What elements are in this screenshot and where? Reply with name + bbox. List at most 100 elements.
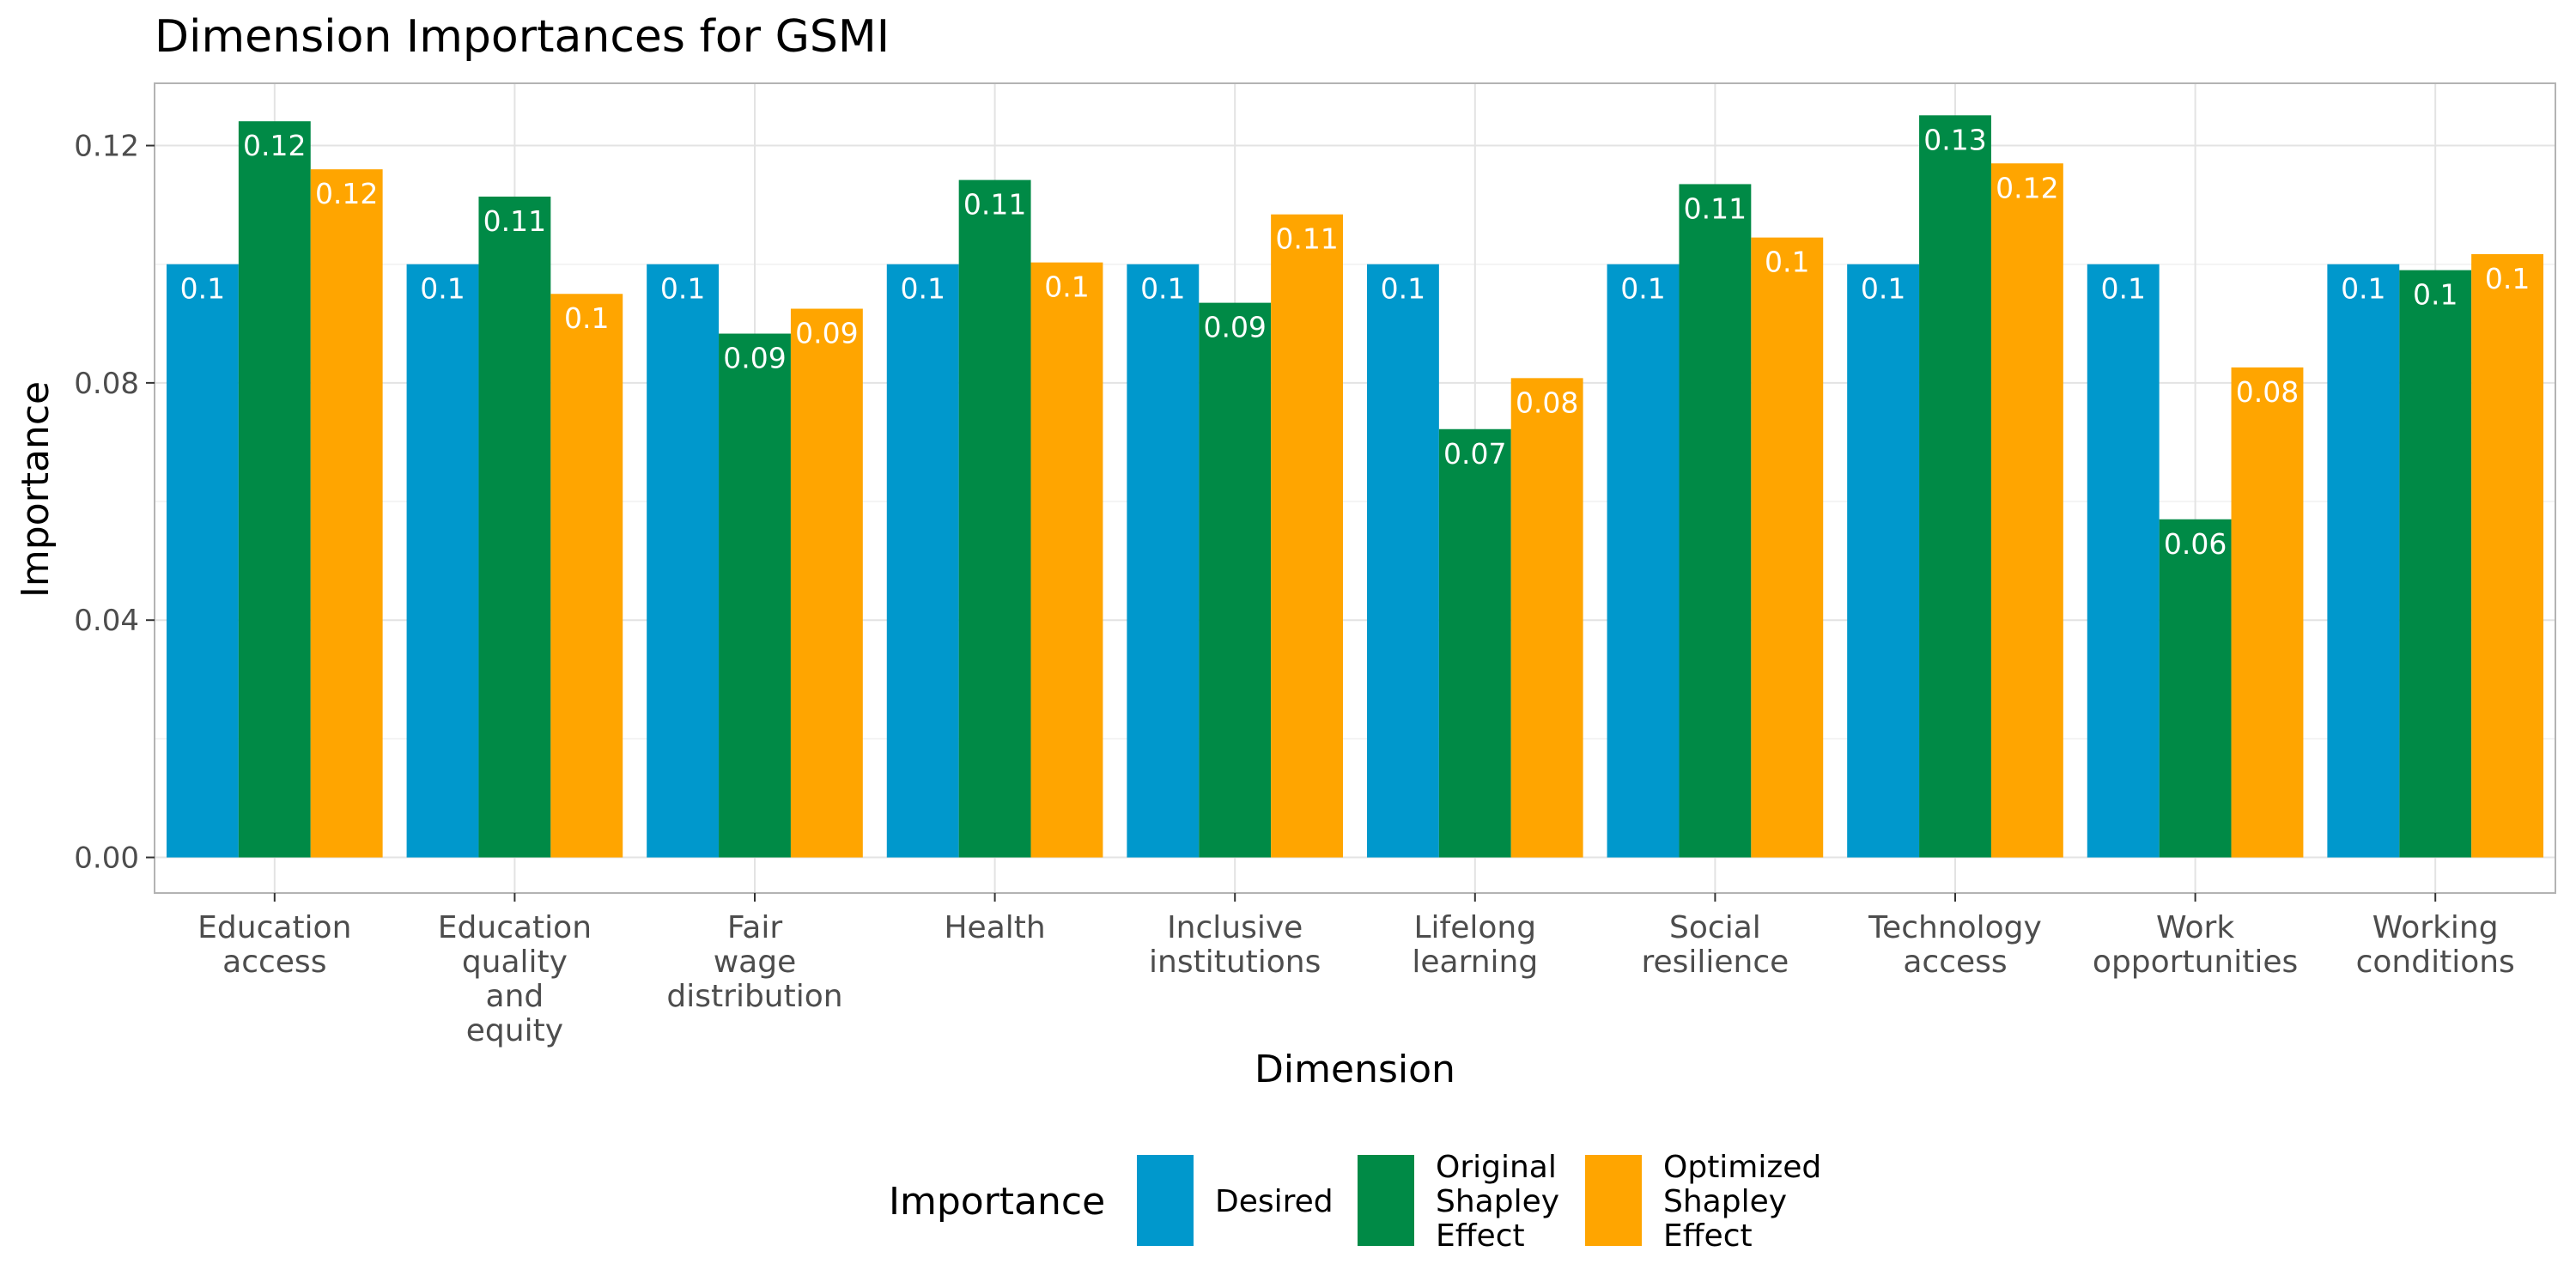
bar-value-label: 0.1	[180, 272, 225, 306]
bar-value-label: 0.12	[1996, 171, 2058, 204]
bar-value-label: 0.11	[963, 188, 1026, 222]
bar	[310, 169, 383, 858]
bar	[238, 121, 311, 858]
legend-label-line: Shapley	[1663, 1184, 1787, 1219]
y-tick-label: 0.00	[74, 841, 139, 876]
y-tick-label: 0.08	[74, 367, 139, 401]
bar-value-label: 0.1	[1861, 272, 1905, 306]
x-tick-label-line: opportunities	[2093, 945, 2298, 980]
legend-title: Importance	[889, 1180, 1105, 1224]
x-tick-label: Working conditions	[2356, 910, 2515, 980]
x-tick-label: Work opportunities	[2093, 910, 2298, 980]
bar	[166, 264, 239, 858]
x-tick-label-line: conditions	[2356, 945, 2515, 980]
bar	[1510, 378, 1583, 858]
bar	[1366, 264, 1439, 858]
x-tick-label: Technology access	[1868, 910, 2042, 980]
bar-value-label: 0.1	[660, 272, 705, 306]
bar	[790, 308, 863, 858]
legend-label-line: Effect	[1663, 1218, 1753, 1254]
bar-value-label: 0.1	[2485, 262, 2530, 295]
legend-label-line: Optimized	[1663, 1150, 1821, 1185]
bar-value-label: 0.1	[1044, 270, 1089, 304]
bar-value-label: 0.1	[1381, 272, 1425, 306]
bar	[550, 294, 623, 858]
x-tick-label-line: wage	[714, 945, 797, 980]
x-tick-label-line: access	[1903, 945, 2007, 980]
bar	[1751, 237, 1824, 858]
legend-label: Optimized Shapley Effect	[1663, 1150, 1821, 1254]
bar-value-label: 0.1	[2341, 272, 2385, 306]
legend-label-line: Shapley	[1436, 1184, 1559, 1219]
bar-value-label: 0.12	[243, 129, 306, 162]
bar-value-label: 0.1	[1765, 246, 1809, 279]
x-tick-label-line: Education	[197, 910, 351, 945]
bar-value-label: 0.11	[483, 204, 546, 238]
x-tick-label: Health	[944, 910, 1045, 945]
x-tick-label-line: and	[486, 979, 544, 1014]
bar	[2327, 264, 2400, 858]
bar-value-label: 0.13	[1923, 123, 1986, 156]
x-tick-label-line: resilience	[1641, 945, 1789, 980]
chart-title: Dimension Importances for GSMI	[155, 11, 890, 63]
y-tick-label: 0.04	[74, 604, 139, 638]
bar	[1199, 302, 1272, 858]
x-axis-title: Dimension	[1255, 1048, 1455, 1091]
bar	[1438, 428, 1511, 858]
legend-label: Desired	[1215, 1184, 1334, 1219]
bar	[1990, 163, 2063, 858]
x-tick-label-line: Education	[438, 910, 592, 945]
bar	[1271, 214, 1344, 858]
legend-label-line: Desired	[1215, 1184, 1334, 1219]
x-tick-label-line: Inclusive	[1167, 910, 1303, 945]
x-tick-label-line: learning	[1412, 945, 1538, 980]
bar-value-label: 0.1	[1620, 272, 1665, 306]
legend-key	[1585, 1155, 1642, 1246]
bar-value-label: 0.1	[420, 272, 465, 306]
y-axis-title: Importance	[14, 381, 58, 598]
x-tick-label-line: Social	[1669, 910, 1761, 945]
x-tick-label: Lifelong learning	[1412, 910, 1538, 980]
x-tick-label-line: access	[222, 945, 326, 980]
bar	[1607, 264, 1680, 858]
x-tick-label-line: distribution	[666, 979, 842, 1014]
bar-value-label: 0.1	[1140, 272, 1185, 306]
bar	[2399, 270, 2472, 858]
y-axis: 0.00 0.04 0.08 0.12	[74, 130, 155, 876]
bar-value-label: 0.09	[723, 342, 786, 375]
bar	[2159, 519, 2232, 858]
bar-value-label: 0.11	[1275, 222, 1338, 256]
x-tick-label: Education access	[197, 910, 351, 980]
x-tick-label-line: Working	[2372, 910, 2499, 945]
bar	[2471, 253, 2544, 858]
bar-value-label: 0.11	[1684, 191, 1747, 225]
bar-value-label: 0.06	[2164, 527, 2227, 561]
x-tick-label: Inclusive institutions	[1149, 910, 1321, 980]
legend-label-line: Effect	[1436, 1218, 1525, 1254]
bar	[1030, 262, 1103, 858]
bar	[2087, 264, 2160, 858]
x-tick-label: Social resilience	[1641, 910, 1789, 980]
x-tick-label-line: institutions	[1149, 945, 1321, 980]
legend-label-line: Original	[1436, 1150, 1557, 1185]
x-tick-label-line: Health	[944, 910, 1045, 945]
bar	[2231, 367, 2304, 858]
bar	[647, 264, 720, 858]
bar-value-label: 0.07	[1443, 437, 1506, 471]
bars	[166, 115, 2544, 858]
x-tick-label-line: Fair	[727, 910, 782, 945]
legend-key	[1137, 1155, 1194, 1246]
plot-panel-border	[154, 82, 2556, 894]
bar-value-label: 0.1	[900, 272, 945, 306]
x-tick-label: Education quality and equity	[438, 910, 592, 1048]
bar-value-label: 0.1	[2100, 272, 2145, 306]
bar	[958, 179, 1031, 858]
bar	[1919, 115, 1991, 858]
bar-value-label: 0.08	[2236, 375, 2299, 409]
bar-value-label: 0.1	[564, 301, 609, 335]
bar	[1847, 264, 1920, 858]
bar-value-label: 0.12	[315, 177, 378, 210]
